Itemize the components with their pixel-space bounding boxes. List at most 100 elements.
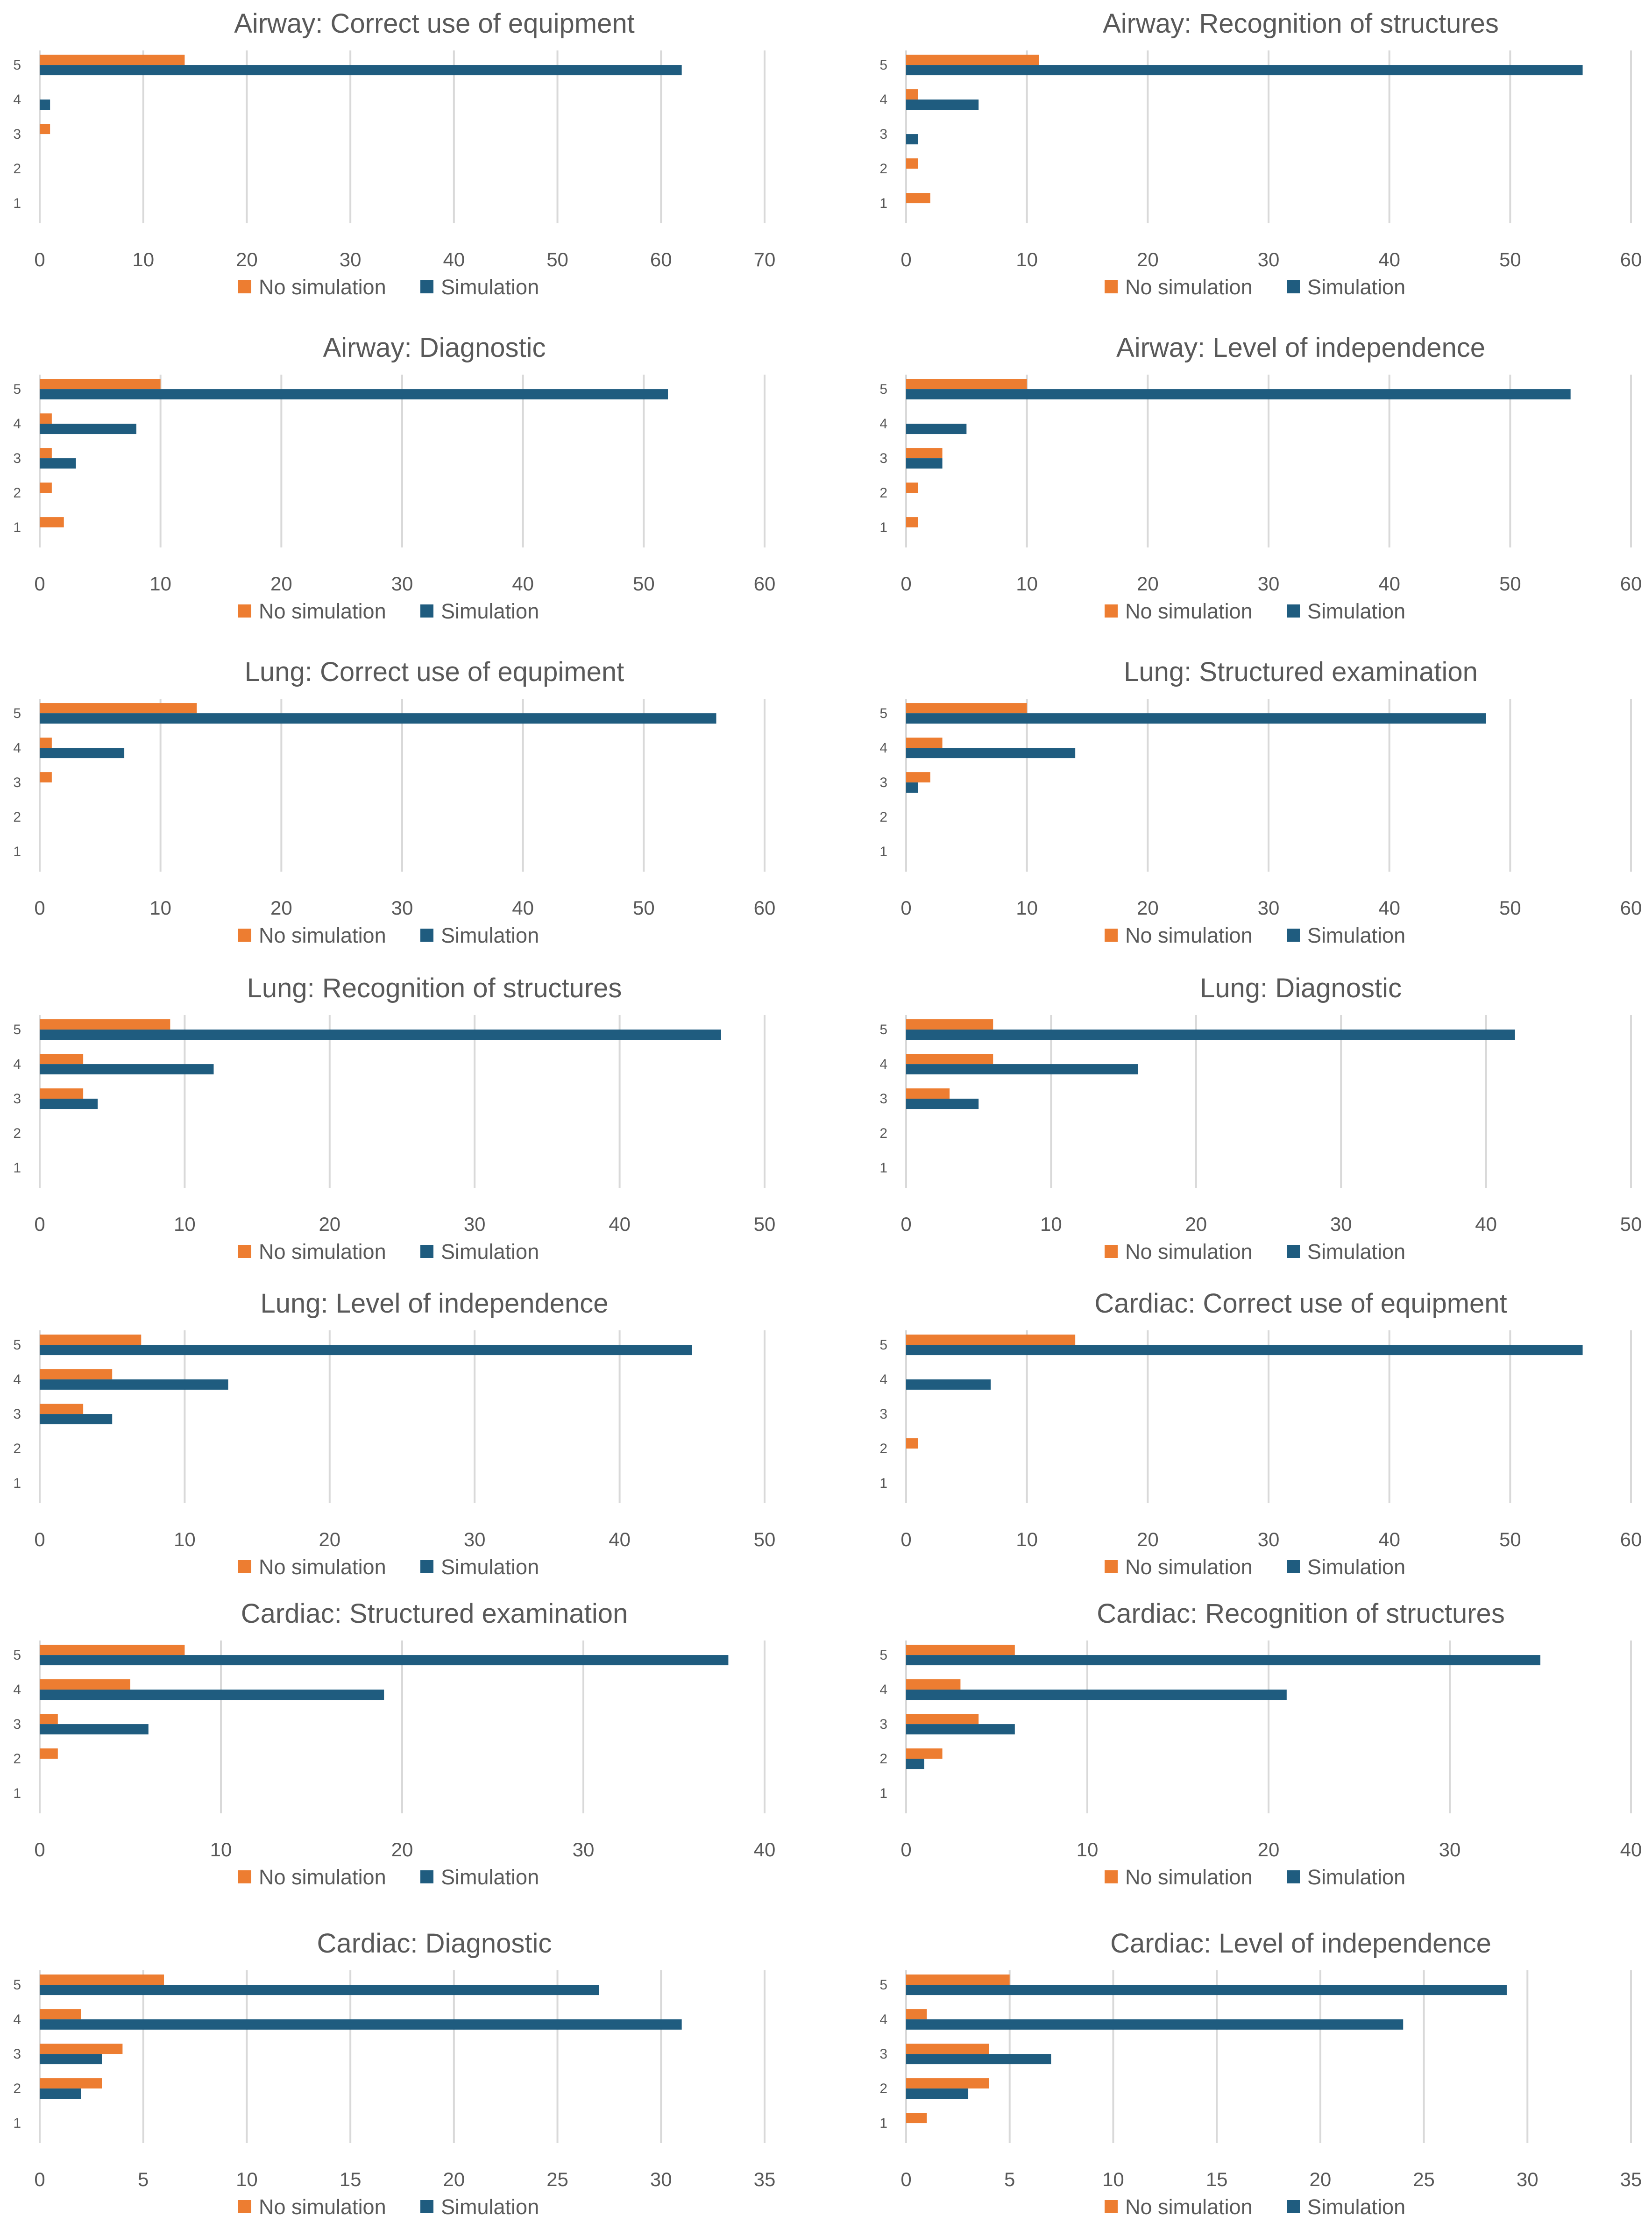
x-tick-label: 60 <box>1620 249 1642 270</box>
y-category-label: 1 <box>879 1160 887 1176</box>
x-tick-label: 50 <box>1499 897 1521 919</box>
x-tick-label: 30 <box>1258 573 1280 595</box>
x-tick-label: 0 <box>34 2168 45 2190</box>
bar-simulation <box>906 782 918 793</box>
y-category-label: 2 <box>13 1751 21 1767</box>
y-category-label: 4 <box>13 92 21 107</box>
x-tick-label: 60 <box>650 249 672 270</box>
y-category-label: 2 <box>13 2081 21 2096</box>
chart-panel: Lung: Structured examination 0 10 20 30 40 50 6… <box>879 657 1642 947</box>
x-tick-label: 0 <box>34 573 45 595</box>
x-tick-label: 0 <box>34 897 45 919</box>
bar-no-simulation <box>40 1054 84 1065</box>
y-category-label: 1 <box>13 1160 21 1176</box>
legend-swatch-simulation <box>1287 604 1300 618</box>
y-category-label: 1 <box>13 844 21 859</box>
x-tick-label: 70 <box>754 249 776 270</box>
y-category-label: 4 <box>13 1372 21 1387</box>
legend-label-no-simulation: No simulation <box>1125 1555 1253 1579</box>
x-tick-label: 30 <box>464 1528 486 1550</box>
bar-no-simulation <box>906 1054 993 1065</box>
bar-no-simulation <box>906 1714 979 1725</box>
x-tick-label: 60 <box>754 897 776 919</box>
bar-simulation <box>906 65 1583 76</box>
y-category-label: 3 <box>879 451 887 466</box>
legend-label-simulation: Simulation <box>1307 1865 1405 1889</box>
y-category-label: 4 <box>879 92 887 107</box>
legend-label-simulation: Simulation <box>1307 275 1405 299</box>
x-tick-label: 0 <box>34 1839 45 1861</box>
y-category-label: 4 <box>13 1057 21 1072</box>
x-tick-label: 30 <box>573 1839 595 1861</box>
bar-no-simulation <box>906 158 918 169</box>
legend-swatch-simulation <box>420 280 433 293</box>
y-category-label: 3 <box>879 127 887 142</box>
x-tick-label: 0 <box>900 1839 911 1861</box>
x-tick-label: 40 <box>512 897 534 919</box>
chart-title: Cardiac: Recognition of structures <box>1097 1598 1505 1629</box>
legend-swatch-no-simulation <box>238 1245 251 1258</box>
bar-no-simulation <box>40 1404 84 1414</box>
bar-simulation <box>40 1414 113 1425</box>
legend-label-no-simulation: No simulation <box>1125 1865 1253 1889</box>
x-tick-label: 50 <box>1499 249 1521 270</box>
legend-swatch-simulation <box>1287 280 1300 293</box>
legend-label-no-simulation: No simulation <box>259 599 386 623</box>
bar-simulation <box>906 1030 1515 1040</box>
bar-no-simulation <box>906 1019 993 1030</box>
y-category-label: 5 <box>879 706 887 721</box>
x-tick-label: 40 <box>1475 1213 1497 1235</box>
y-category-label: 3 <box>13 127 21 142</box>
y-category-label: 5 <box>879 1648 887 1663</box>
x-tick-label: 20 <box>1185 1213 1207 1235</box>
y-category-label: 3 <box>879 2046 887 2062</box>
x-tick-label: 40 <box>1378 573 1400 595</box>
x-tick-label: 30 <box>1330 1213 1352 1235</box>
x-tick-label: 10 <box>1016 249 1038 270</box>
y-category-label: 4 <box>13 2012 21 2027</box>
x-tick-label: 30 <box>391 897 413 919</box>
x-tick-label: 5 <box>1004 2168 1015 2190</box>
x-tick-label: 25 <box>546 2168 568 2190</box>
legend-swatch-simulation <box>420 929 433 942</box>
bar-simulation <box>906 2088 969 2099</box>
y-category-label: 3 <box>13 1091 21 1107</box>
y-category-label: 5 <box>13 706 21 721</box>
legend-swatch-no-simulation <box>1105 604 1118 618</box>
y-category-label: 4 <box>879 1682 887 1697</box>
x-tick-label: 10 <box>174 1528 196 1550</box>
legend-label-no-simulation: No simulation <box>1125 1240 1253 1264</box>
x-tick-label: 30 <box>1439 1839 1461 1861</box>
bar-no-simulation <box>40 2044 123 2054</box>
x-tick-label: 40 <box>1620 1839 1642 1861</box>
legend-swatch-no-simulation <box>1105 1560 1118 1573</box>
y-category-label: 5 <box>13 382 21 397</box>
y-category-label: 1 <box>879 1476 887 1491</box>
legend-label-simulation: Simulation <box>1307 2195 1405 2219</box>
y-category-label: 5 <box>13 1022 21 1037</box>
x-tick-label: 60 <box>1620 897 1642 919</box>
legend-label-simulation: Simulation <box>441 599 539 623</box>
y-category-label: 5 <box>879 1977 887 1993</box>
chart-panel: Airway: Correct use of equipment 0 10 20 30 4… <box>13 8 775 299</box>
bar-no-simulation <box>40 1714 58 1725</box>
bar-no-simulation <box>906 1335 1076 1345</box>
y-category-label: 4 <box>879 416 887 432</box>
legend-label-simulation: Simulation <box>441 2195 539 2219</box>
x-tick-label: 0 <box>900 1528 911 1550</box>
bar-no-simulation <box>906 2044 989 2054</box>
legend-label-simulation: Simulation <box>1307 599 1405 623</box>
bar-no-simulation <box>40 379 161 390</box>
x-tick-label: 0 <box>34 249 45 270</box>
legend-swatch-simulation <box>420 1560 433 1573</box>
x-tick-label: 30 <box>1258 1528 1280 1550</box>
x-tick-label: 10 <box>1016 1528 1038 1550</box>
y-category-label: 3 <box>13 1717 21 1732</box>
legend-swatch-no-simulation <box>1105 2200 1118 2213</box>
x-tick-label: 40 <box>443 249 465 270</box>
x-tick-label: 50 <box>546 249 568 270</box>
legend-label-no-simulation: No simulation <box>259 2195 386 2219</box>
x-tick-label: 50 <box>633 573 655 595</box>
chart-panel: Cardiac: Structured examination 0 10 20 30 40… <box>13 1598 775 1889</box>
bar-simulation <box>906 1345 1583 1356</box>
